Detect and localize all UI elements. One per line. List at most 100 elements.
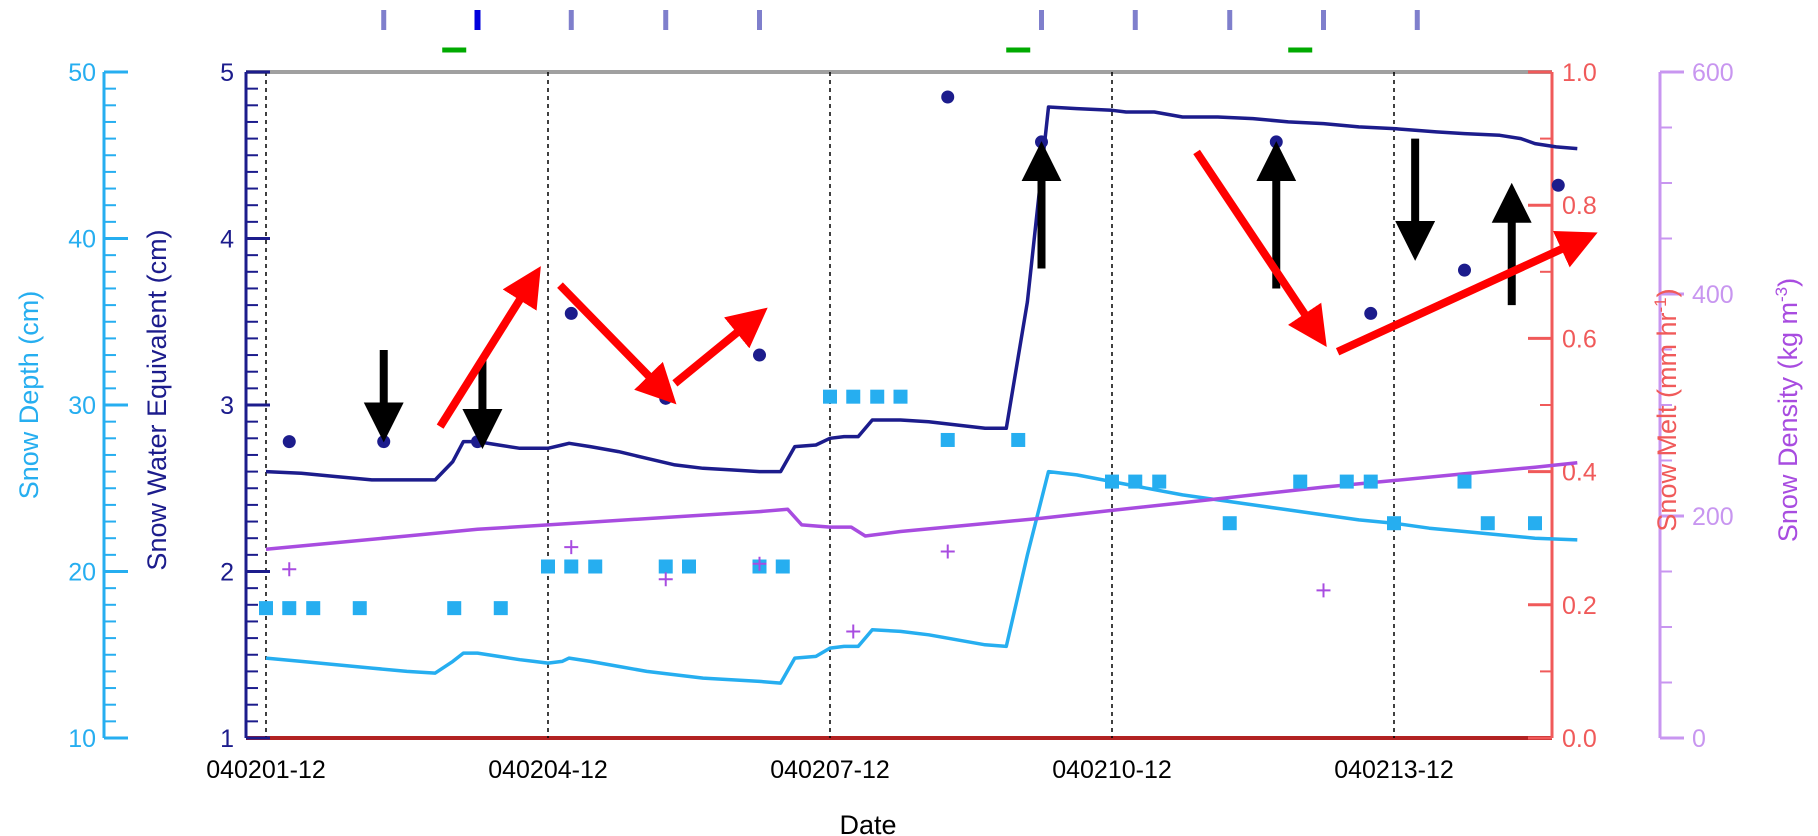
x-tick-label-0: 040201-12 bbox=[206, 756, 326, 784]
red-arrow bbox=[1335, 230, 1598, 356]
swe-tick-label-0: 1 bbox=[220, 725, 234, 753]
plot-frame bbox=[246, 70, 1552, 740]
snow-melt-label-sup: -1 bbox=[1651, 297, 1670, 312]
red-arrow bbox=[1193, 149, 1327, 348]
x-tick-label-3: 040210-12 bbox=[1052, 756, 1172, 784]
swe-observation-point bbox=[1551, 178, 1565, 192]
snow-depth-observation-point bbox=[541, 559, 555, 574]
snow-density-label-end: ) bbox=[1773, 278, 1803, 287]
snow-depth-observation-point bbox=[775, 559, 790, 574]
snow-depth-observation-point bbox=[1457, 474, 1472, 489]
x-tick-label-4: 040213-12 bbox=[1334, 756, 1454, 784]
swe-observation-point bbox=[941, 90, 955, 104]
axes: 040201-12 040204-12 040207-12 040210-12 0402… bbox=[68, 59, 1734, 784]
density-tick-label-3: 600 bbox=[1692, 59, 1734, 87]
snow-density-observation-point bbox=[282, 562, 297, 577]
melt-tick-label-1: 0.2 bbox=[1562, 592, 1597, 620]
swe-observation-point bbox=[753, 348, 766, 362]
snow-melt-label-end: ) bbox=[1652, 288, 1682, 297]
snow-depth-observation-point bbox=[1387, 516, 1401, 531]
x-tick-label-1: 040204-12 bbox=[488, 756, 608, 784]
swe-observation-point bbox=[564, 306, 578, 320]
swe-observation-point bbox=[1035, 135, 1048, 149]
snow-depth-observation-point bbox=[870, 389, 885, 404]
snow-depth-observation-point bbox=[1152, 474, 1167, 489]
melt-tick-label-4: 0.8 bbox=[1562, 192, 1597, 220]
snow-density-observation-point bbox=[846, 624, 861, 639]
swe-line bbox=[265, 105, 1578, 482]
swe-axis-label: Snow Water Equivalent (cm) bbox=[142, 229, 172, 570]
swe-observation-point bbox=[377, 435, 391, 449]
snow-depth-observation-point bbox=[1222, 516, 1237, 531]
swe-tick-label-2: 3 bbox=[220, 392, 234, 420]
snow_depth-tick-label-3: 40 bbox=[68, 226, 96, 254]
density-line bbox=[265, 460, 1578, 552]
snow-depth-observation-point bbox=[259, 601, 273, 616]
snow-depth-observation-point bbox=[1339, 474, 1354, 489]
swe-observation-point bbox=[1269, 135, 1283, 149]
top-markers bbox=[381, 10, 1420, 53]
x-axis-label: Date bbox=[839, 810, 896, 836]
snow-depth-axis-label: Snow Depth (cm) bbox=[14, 291, 44, 500]
snow_depth-line bbox=[265, 469, 1578, 685]
vertical-gridlines bbox=[265, 72, 1395, 738]
snow-depth-observation-point bbox=[940, 432, 955, 447]
snow-density-axis-label: Snow Density (kg m-3) bbox=[1772, 278, 1803, 542]
snow-depth-observation-point bbox=[658, 559, 673, 574]
snow-depth-observation-point bbox=[823, 389, 837, 404]
swe-tick-label-4: 5 bbox=[220, 59, 234, 87]
axis-labels: Date Snow Depth (cm) Snow Water Equivale… bbox=[14, 229, 1803, 836]
swe-observation-point bbox=[1364, 306, 1378, 320]
snow-depth-observation-point bbox=[564, 559, 579, 574]
melt-tick-label-3: 0.6 bbox=[1562, 325, 1597, 353]
snow-depth-observation-point bbox=[1363, 474, 1378, 489]
density-tick-label-2: 400 bbox=[1692, 281, 1734, 309]
density-tick-label-1: 200 bbox=[1692, 503, 1734, 531]
snow-depth-observation-point bbox=[1480, 516, 1495, 531]
x-tick-label-2: 040207-12 bbox=[770, 756, 890, 784]
swe-tick-label-1: 2 bbox=[220, 559, 234, 587]
snow-density-observation-point bbox=[940, 544, 955, 559]
snow-density-label-sup: -3 bbox=[1772, 287, 1791, 302]
swe-tick-label-3: 4 bbox=[220, 226, 234, 254]
swe-observation-point bbox=[659, 391, 673, 405]
melt-tick-label-0: 0.0 bbox=[1562, 725, 1597, 753]
snow-density-label-main: Snow Density (kg m bbox=[1773, 302, 1803, 542]
snow-depth-observation-point bbox=[1128, 474, 1143, 489]
snow-depth-observation-point bbox=[893, 389, 908, 404]
snow-density-observation-point bbox=[658, 572, 673, 587]
melt-tick-label-5: 1.0 bbox=[1562, 59, 1597, 87]
snow-density-observation-point bbox=[752, 556, 767, 571]
snow-melt-axis-label: Snow Melt (mm hr-1) bbox=[1651, 288, 1682, 531]
snow_depth-tick-label-0: 10 bbox=[68, 725, 96, 753]
snow-density-observation-point bbox=[564, 540, 579, 555]
snow-depth-observation-point bbox=[493, 601, 508, 616]
swe-observation-point bbox=[471, 435, 484, 449]
snow-depth-observation-point bbox=[306, 601, 321, 616]
density-tick-label-0: 0 bbox=[1692, 725, 1706, 753]
snow-depth-observation-point bbox=[846, 389, 861, 404]
swe-observation-point bbox=[282, 435, 296, 449]
snow-depth-observation-point bbox=[352, 601, 367, 616]
annotation-arrows bbox=[363, 138, 1598, 450]
snow_depth-tick-label-2: 30 bbox=[68, 392, 96, 420]
snow-depth-observation-point bbox=[447, 601, 462, 616]
snow-depth-observation-point bbox=[588, 559, 603, 574]
snow-depth-observation-point bbox=[282, 601, 297, 616]
snow-depth-observation-point bbox=[682, 559, 696, 574]
red-arrow bbox=[557, 282, 677, 405]
snow-depth-observation-point bbox=[1105, 474, 1119, 489]
snow-depth-observation-point bbox=[1293, 474, 1308, 489]
red-arrow bbox=[436, 266, 541, 429]
snow-density-observation-point bbox=[1316, 583, 1331, 598]
red-arrow bbox=[672, 307, 768, 387]
swe-observation-point bbox=[1458, 263, 1471, 277]
snow-depth-observation-point bbox=[1528, 516, 1542, 531]
snow-melt-label-main: Snow Melt (mm hr bbox=[1652, 313, 1682, 532]
snow-depth-observation-point bbox=[1011, 432, 1026, 447]
snow_depth-tick-label-1: 20 bbox=[68, 559, 96, 587]
snow_depth-tick-label-4: 50 bbox=[68, 59, 96, 87]
series-layer bbox=[259, 90, 1578, 685]
